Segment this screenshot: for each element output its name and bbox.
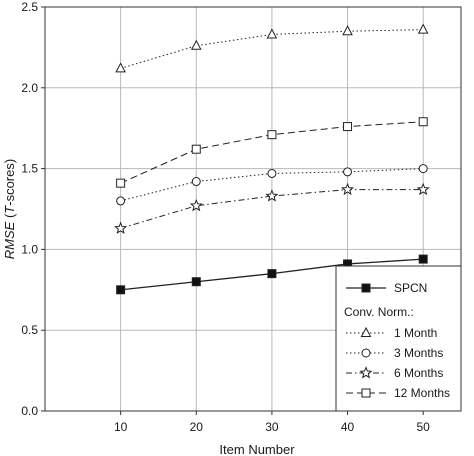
legend-label: 1 Month bbox=[394, 326, 437, 340]
series-3-months bbox=[116, 164, 428, 206]
data-point bbox=[342, 25, 353, 36]
series-6-months bbox=[114, 182, 430, 234]
data-point bbox=[191, 144, 201, 154]
plot-area-frame bbox=[44, 6, 462, 412]
data-point bbox=[416, 182, 430, 196]
legend-entry: SPCN bbox=[346, 281, 427, 295]
data-point bbox=[116, 196, 126, 206]
legend-box bbox=[335, 265, 462, 412]
legend-subtitle: Conv. Norm.: bbox=[344, 305, 414, 319]
series-group bbox=[114, 23, 430, 295]
data-point bbox=[116, 285, 126, 295]
legend-marker bbox=[361, 388, 371, 398]
series-line bbox=[120, 168, 424, 202]
legend-entry: 6 Months bbox=[346, 366, 443, 380]
data-point bbox=[417, 23, 429, 34]
data-point bbox=[191, 177, 201, 187]
data-point bbox=[115, 62, 126, 73]
legend-entry: 3 Months bbox=[346, 346, 443, 360]
series-line bbox=[120, 29, 424, 69]
series-1-month bbox=[115, 23, 429, 73]
data-point bbox=[267, 269, 277, 279]
legend-entry: 1 Month bbox=[346, 326, 437, 340]
data-point bbox=[189, 198, 203, 212]
x-tick-label: 50 bbox=[417, 420, 431, 434]
data-point bbox=[343, 122, 353, 132]
data-point bbox=[343, 167, 353, 177]
data-point bbox=[116, 178, 126, 188]
legend-marker bbox=[361, 283, 371, 293]
legend-entry: 12 Months bbox=[346, 386, 450, 400]
y-tick-label: 0.0 bbox=[21, 404, 38, 418]
y-tick-label: 2.0 bbox=[21, 81, 38, 95]
data-point bbox=[267, 130, 277, 140]
y-tick-label: 1.5 bbox=[21, 162, 38, 176]
data-point bbox=[418, 254, 428, 264]
x-tick-label: 10 bbox=[114, 420, 128, 434]
y-tick-label: 1.0 bbox=[21, 242, 38, 256]
legend-label: 3 Months bbox=[394, 346, 443, 360]
data-point bbox=[418, 117, 428, 127]
series-12-months bbox=[116, 117, 428, 188]
y-tick-label: 0.5 bbox=[21, 323, 38, 337]
legend: SPCN Conv. Norm.: 1 Month 3 Months 6 Months 1… bbox=[335, 265, 462, 412]
series-spcn bbox=[116, 254, 428, 295]
x-tick-label: 30 bbox=[265, 420, 279, 434]
data-point bbox=[114, 221, 128, 234]
legend-label: 6 Months bbox=[394, 366, 443, 380]
data-point bbox=[266, 28, 278, 39]
data-point bbox=[267, 168, 277, 178]
legend-marker bbox=[360, 326, 372, 337]
y-axis-title: RMSE (T-scores) bbox=[2, 159, 17, 259]
data-point bbox=[418, 164, 428, 174]
x-tick-label: 20 bbox=[190, 420, 204, 434]
y-tick-label: 2.5 bbox=[21, 0, 38, 14]
data-point bbox=[191, 277, 201, 287]
data-point bbox=[265, 189, 279, 202]
axis-ticks: 10 20 30 40 50 0.0 0.5 1.0 1.5 2.0 2.5 bbox=[21, 0, 430, 434]
legend-marker bbox=[359, 366, 373, 379]
data-point bbox=[341, 182, 355, 196]
legend-marker bbox=[361, 348, 371, 358]
legend-label: 12 Months bbox=[394, 386, 450, 400]
x-axis-title: Item Number bbox=[219, 442, 295, 456]
legend-label: SPCN bbox=[394, 281, 427, 295]
data-point bbox=[190, 39, 202, 50]
x-tick-label: 40 bbox=[341, 420, 355, 434]
